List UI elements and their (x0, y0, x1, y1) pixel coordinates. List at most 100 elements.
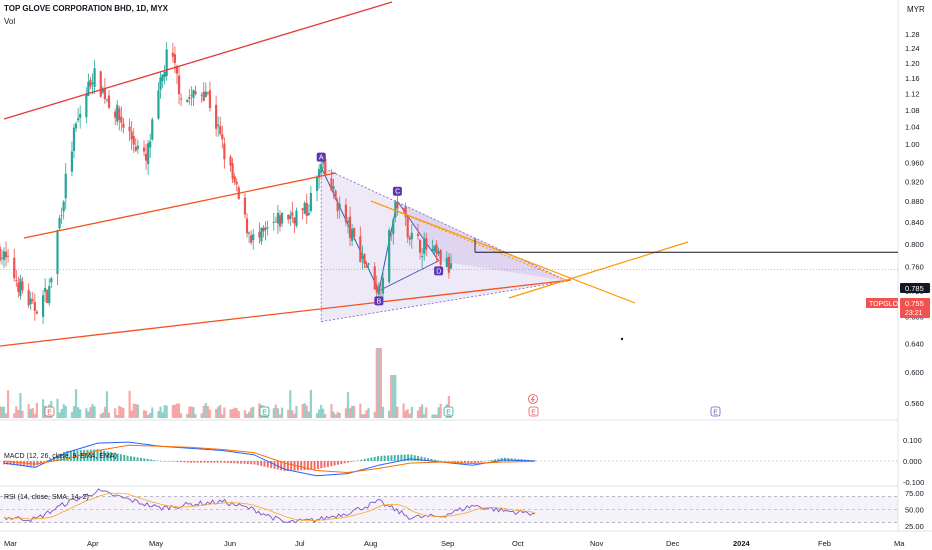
event-marker[interactable]: E (710, 406, 721, 417)
volume-bar (15, 406, 18, 418)
candle-body (439, 249, 442, 265)
macd-histogram-bar (183, 461, 186, 463)
macd-histogram-bar (16, 461, 19, 466)
macd-histogram-bar (340, 461, 343, 465)
candle-body (303, 202, 306, 214)
candle-body (147, 143, 150, 165)
macd-histogram-bar (253, 461, 256, 465)
svg-text:E: E (262, 409, 267, 416)
candle-body (142, 147, 146, 152)
macd-histogram-bar (300, 461, 303, 471)
price-tick-label: 1.24 (905, 44, 920, 53)
event-marker[interactable]: E (443, 406, 454, 417)
price-tick-label: 0.560 (905, 399, 924, 408)
volume-bar (336, 412, 339, 418)
time-tick-label: Ma (894, 539, 905, 548)
macd-histogram-bar (163, 461, 166, 462)
candle-body (101, 88, 104, 93)
macd-histogram-bar (93, 449, 96, 461)
candlesticks (0, 41, 453, 324)
price-axis[interactable]: 0.5600.6000.6400.6800.7200.7600.8000.840… (903, 30, 924, 531)
candle-body (350, 228, 354, 241)
volume-bar (421, 404, 424, 418)
trendlines[interactable]: A B C D (0, 1, 898, 347)
macd-histogram-bar (377, 456, 380, 461)
candle-body (175, 66, 179, 74)
volume-bar (151, 407, 154, 418)
volume-bar (70, 412, 74, 418)
macd-histogram-bar (303, 461, 306, 471)
macd-histogram-bar (66, 450, 69, 461)
event-marker[interactable]: E (259, 406, 270, 417)
macd-histogram-bar (463, 461, 466, 464)
harmonic-pattern[interactable] (320, 166, 570, 323)
macd-histogram-bar (270, 461, 273, 469)
volume-bar (175, 403, 179, 418)
triangle-dotted-line (370, 200, 569, 282)
volume-bar (35, 403, 38, 418)
macd-histogram-bar (513, 458, 516, 461)
macd-histogram-bar (437, 460, 440, 461)
candle-body (4, 251, 8, 258)
volume-bar (233, 407, 236, 418)
event-marker[interactable]: E (528, 406, 539, 417)
macd-histogram-bar (443, 461, 446, 462)
candle-body (375, 285, 378, 293)
volume-bar (217, 406, 220, 418)
macd-histogram-bar (256, 461, 259, 466)
volume-bar (130, 410, 133, 418)
event-marker[interactable]: E (44, 406, 55, 417)
dividend-icon[interactable] (528, 394, 538, 404)
candle-body (46, 290, 49, 304)
volume-bar (136, 404, 139, 418)
candle-body (307, 212, 310, 215)
candle-body (60, 215, 63, 217)
macd-histogram-bar (477, 461, 480, 463)
time-axis[interactable]: Mar Apr May Jun Jul Aug Sep Oct Nov Dec 2024 Feb Ma (4, 539, 905, 548)
volume-bar (114, 408, 117, 418)
candle-body (437, 251, 440, 254)
candle-body (392, 219, 395, 234)
candle-body (379, 289, 383, 291)
macd-histogram-bar (336, 461, 339, 465)
macd-histogram-bar (483, 461, 486, 462)
lower-channel-line (0, 279, 572, 347)
candle-body (171, 52, 174, 57)
candle-body (373, 266, 376, 290)
candle-body (2, 251, 6, 260)
macd-histogram-bar (313, 461, 316, 470)
price-tick-label: 0.880 (905, 197, 924, 206)
candle-body (163, 71, 166, 78)
candle-body (258, 232, 261, 238)
macd-histogram-bar (330, 461, 333, 467)
macd-histogram-bar (56, 455, 59, 461)
volume-bar (204, 403, 207, 418)
price-tick-label: 1.08 (905, 106, 920, 115)
candle-body (423, 238, 426, 254)
volume-bar (107, 412, 111, 418)
volume-bar (365, 410, 368, 418)
candle-body (79, 114, 82, 118)
macd-histogram-bar (240, 461, 243, 464)
macd-histogram-bar (169, 461, 172, 462)
macd-histogram-bar (176, 461, 179, 462)
candle-body (21, 281, 24, 291)
candle-body (13, 257, 16, 279)
volume-bar (418, 406, 422, 418)
volume-bar (74, 389, 78, 418)
candle-body (390, 234, 393, 236)
candle-body (287, 214, 290, 220)
macd-histogram-bar (166, 461, 169, 462)
candle-body (305, 202, 308, 217)
candle-body (85, 94, 88, 118)
rsi-pane (0, 488, 898, 524)
candle-body (89, 79, 92, 87)
time-tick-label: May (149, 539, 163, 548)
bar-countdown: 23:21 (905, 310, 923, 317)
volume-bar (301, 404, 304, 418)
volume-bar (6, 390, 10, 418)
volume-bar (171, 405, 174, 418)
volume-bar (346, 392, 350, 418)
pattern-point-badge (316, 152, 326, 162)
